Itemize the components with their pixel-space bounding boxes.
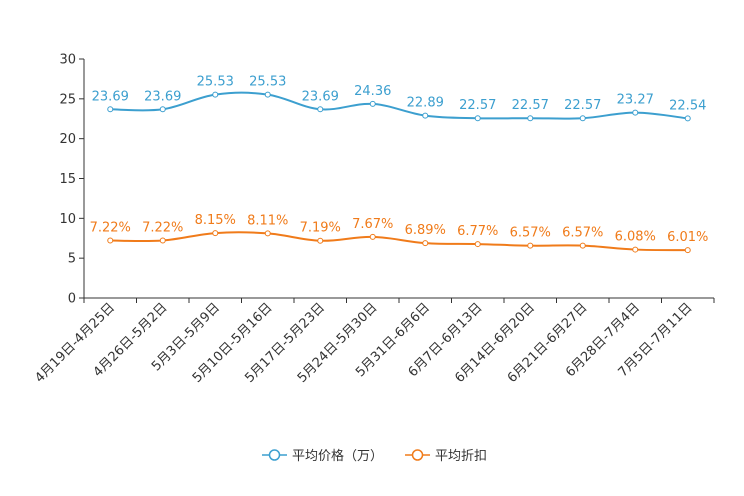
data-label: 23.69 — [92, 89, 129, 104]
data-point — [422, 240, 429, 247]
data-label: 6.08% — [615, 230, 656, 245]
legend[interactable]: 平均价格（万） 平均折扣 — [262, 448, 487, 464]
data-point — [527, 115, 534, 122]
data-label: 6.89% — [405, 223, 446, 238]
legend-item-1[interactable]: 平均价格（万） — [262, 448, 383, 464]
data-label: 22.57 — [512, 98, 549, 113]
data-point — [474, 115, 481, 122]
data-point — [369, 233, 376, 240]
data-label: 23.69 — [144, 89, 181, 104]
data-point — [264, 230, 271, 237]
data-label: 22.89 — [407, 96, 444, 111]
data-point — [212, 91, 219, 98]
data-label: 8.15% — [195, 213, 236, 228]
data-label: 22.54 — [669, 98, 706, 113]
data-label: 22.57 — [459, 98, 496, 113]
data-point — [632, 246, 639, 253]
data-label: 23.69 — [302, 89, 339, 104]
y-tick-label: 0 — [68, 292, 76, 307]
y-tick-label: 15 — [59, 172, 76, 187]
data-point — [212, 230, 219, 237]
data-point — [527, 242, 534, 249]
y-tick-label: 5 — [68, 252, 76, 267]
data-label: 7.19% — [300, 221, 341, 236]
series-2: 7.22% 7.22% 8.15% 8.11% 7.19% 7.67% 6.89% 6.77%… — [90, 213, 708, 254]
data-label: 6.77% — [457, 224, 498, 239]
data-point — [369, 100, 376, 107]
data-point — [264, 91, 271, 98]
legend-marker — [411, 449, 424, 461]
data-label: 24.36 — [354, 84, 391, 99]
data-point — [684, 115, 691, 122]
series-line — [110, 91, 688, 120]
legend-label: 平均价格（万） — [292, 448, 383, 464]
data-label: 23.27 — [617, 93, 654, 108]
data-point — [422, 112, 429, 119]
data-label: 7.22% — [90, 220, 131, 235]
data-label: 6.57% — [510, 226, 551, 241]
data-label: 7.22% — [142, 220, 183, 235]
data-label: 7.67% — [352, 217, 393, 232]
data-point — [159, 106, 166, 113]
data-label: 6.01% — [667, 230, 708, 245]
data-point — [632, 109, 639, 116]
series-line — [110, 231, 688, 252]
data-point — [317, 237, 324, 244]
legend-item-2[interactable]: 平均折扣 — [405, 449, 487, 464]
data-label: 6.57% — [562, 226, 603, 241]
legend-marker — [268, 449, 281, 461]
y-tick-label: 30 — [59, 53, 76, 68]
data-label: 8.11% — [247, 213, 288, 228]
data-point — [159, 237, 166, 244]
data-label: 22.57 — [564, 98, 601, 113]
y-tick-label: 20 — [59, 132, 76, 147]
legend-label: 平均折扣 — [435, 449, 487, 464]
y-tick-label: 10 — [59, 212, 76, 227]
data-point — [474, 241, 481, 248]
data-point — [579, 242, 586, 249]
data-label: 25.53 — [197, 75, 234, 90]
y-tick-label: 25 — [59, 92, 76, 107]
data-point — [317, 106, 324, 113]
series-layer: 23.69 23.69 25.53 25.53 23.69 24.36 22.89 22.57… — [90, 75, 708, 254]
data-point — [579, 115, 586, 122]
series-1: 23.69 23.69 25.53 25.53 23.69 24.36 22.89 22.57… — [92, 75, 706, 122]
data-point — [684, 247, 691, 254]
data-label: 25.53 — [249, 75, 286, 90]
data-point — [107, 237, 114, 244]
data-point — [107, 106, 114, 113]
